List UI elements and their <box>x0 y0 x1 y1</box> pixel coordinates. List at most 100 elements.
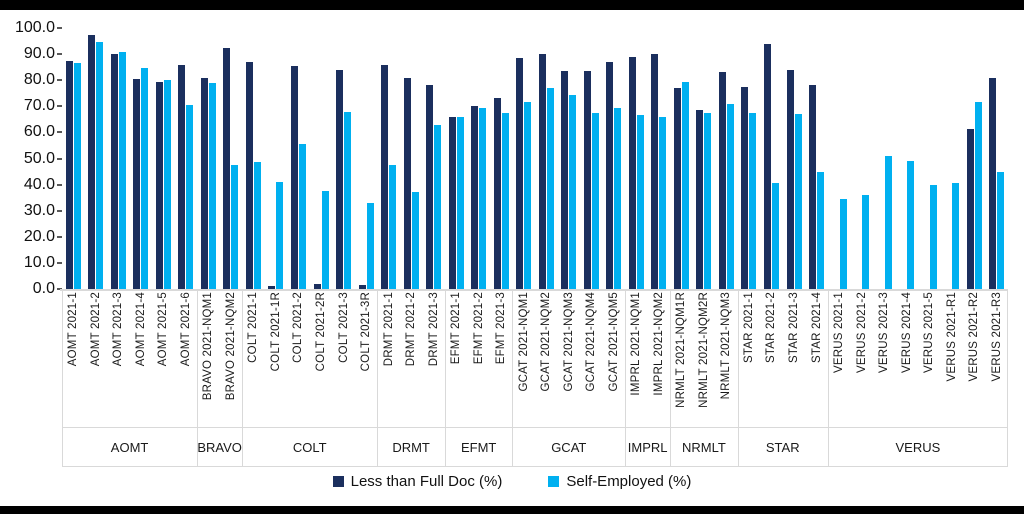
y-tick-mark <box>57 79 62 82</box>
bar-self-employed <box>772 183 779 289</box>
y-tick-label: 70.0 <box>23 97 55 115</box>
category-label: AOMT 2021-3 <box>112 292 125 367</box>
category-label-cell: GCAT 2021-NQM4 <box>580 292 603 424</box>
category-label: COLT 2021-1R <box>269 292 282 372</box>
bar-less-than-full-doc <box>155 81 163 289</box>
group-label-imprl: IMPRL <box>627 440 668 455</box>
group-separator-line <box>242 290 244 467</box>
bar-self-employed <box>479 107 487 289</box>
axis-divider-line <box>62 427 1008 428</box>
bar-self-employed <box>659 116 667 289</box>
category-label-cell: COLT 2021-1R <box>265 292 288 424</box>
plot-area <box>62 22 1008 289</box>
bar-less-than-full-doc <box>764 43 771 289</box>
bar-self-employed <box>704 112 712 289</box>
group-label-drmt: DRMT <box>392 440 430 455</box>
category-label-cell: STAR 2021-3 <box>783 292 806 424</box>
bar-less-than-full-doc <box>178 64 186 289</box>
bar-self-employed <box>997 171 1005 289</box>
bar-self-employed <box>884 155 892 289</box>
bar-self-employed <box>546 88 554 289</box>
category-label: VERUS 2021-4 <box>900 292 913 374</box>
category-label-cell: COLT 2021-1 <box>242 292 265 424</box>
bar-self-employed <box>907 161 915 289</box>
group-label-aomt: AOMT <box>110 440 149 455</box>
category-label: COLT 2021-3 <box>337 292 350 363</box>
bar-self-employed <box>681 81 689 289</box>
legend-swatch-icon <box>332 476 344 487</box>
category-label: EFMT 2021-2 <box>472 292 485 365</box>
group-label-gcat: GCAT <box>551 440 587 455</box>
bar-self-employed <box>524 102 532 289</box>
category-label-cell: VERUS 2021-4 <box>895 292 918 424</box>
bar-self-employed <box>96 42 104 289</box>
axis-divider-line <box>62 466 1008 467</box>
bar-less-than-full-doc <box>313 283 321 289</box>
bar-less-than-full-doc <box>628 56 636 289</box>
bar-less-than-full-doc <box>651 54 659 289</box>
category-label-cell: AOMT 2021-1 <box>62 292 85 424</box>
category-label: COLT 2021-3R <box>360 292 373 372</box>
y-tick-label: 100.0 <box>14 19 55 36</box>
bar-less-than-full-doc <box>673 88 681 289</box>
group-separator-line <box>512 290 514 467</box>
group-label-colt: COLT <box>292 440 327 455</box>
category-label: STAR 2021-2 <box>765 292 778 364</box>
category-label-cell: EFMT 2021-3 <box>490 292 513 424</box>
bar-less-than-full-doc <box>245 61 253 289</box>
y-tick-label: 0.0 <box>32 280 55 297</box>
category-label-cell: STAR 2021-2 <box>760 292 783 424</box>
bar-less-than-full-doc <box>583 71 591 289</box>
bar-self-employed <box>456 116 464 289</box>
bar-less-than-full-doc <box>336 69 344 289</box>
bar-self-employed <box>794 114 802 289</box>
category-label: VERUS 2021-5 <box>923 292 936 374</box>
bar-less-than-full-doc <box>291 65 298 289</box>
bar-less-than-full-doc <box>809 85 817 289</box>
category-label: IMPRL 2021-NQM2 <box>652 292 665 396</box>
category-label-cell: DRMT 2021-1 <box>377 292 400 424</box>
category-label: AOMT 2021-6 <box>179 292 192 367</box>
bar-self-employed <box>253 162 261 289</box>
category-label-cell: VERUS 2021-R1 <box>940 292 963 424</box>
bar-self-employed <box>141 68 149 289</box>
group-separator-line <box>670 290 672 467</box>
group-separator-line <box>197 290 199 467</box>
group-separator-line <box>377 290 379 467</box>
legend-item: Self-Employed (%) <box>548 473 691 490</box>
bar-less-than-full-doc <box>381 64 389 289</box>
y-tick-label: 80.0 <box>23 71 55 89</box>
bar-self-employed <box>952 183 960 289</box>
category-label-cell: GCAT 2021-NQM2 <box>535 292 558 424</box>
category-label: IMPRL 2021-NQM1 <box>630 292 643 396</box>
category-label: COLT 2021-2R <box>315 292 327 372</box>
bar-self-employed <box>411 192 419 289</box>
legend-label: Less than Full Doc (%) <box>350 473 503 490</box>
legend: Less than Full Doc (%) Self-Employed (%) <box>0 473 1024 490</box>
category-label: BRAVO 2021-NQM1 <box>202 292 215 401</box>
bar-self-employed <box>636 115 644 289</box>
category-label-cell: BRAVO 2021-NQM2 <box>220 292 243 424</box>
bar-less-than-full-doc <box>268 286 276 289</box>
group-separator-line <box>625 290 627 467</box>
category-label: EFMT 2021-1 <box>450 292 463 365</box>
category-label: COLT 2021-2 <box>292 292 305 363</box>
group-label-bravo: BRAVO <box>197 440 242 455</box>
category-label: NRMLT 2021-NQM3 <box>720 292 733 400</box>
category-label-cell: DRMT 2021-2 <box>400 292 423 424</box>
category-label-cell: GCAT 2021-NQM3 <box>558 292 581 424</box>
bar-self-employed <box>299 144 306 289</box>
category-label-cell: GCAT 2021-NQM1 <box>512 292 535 424</box>
bar-self-employed <box>163 80 171 289</box>
bar-self-employed <box>862 195 870 289</box>
bar-less-than-full-doc <box>403 77 411 289</box>
category-label: GCAT 2021-NQM5 <box>607 292 620 392</box>
category-label-cell: STAR 2021-1 <box>738 292 761 424</box>
y-tick-mark <box>57 53 62 56</box>
x-axis-line <box>60 289 1008 291</box>
bar-self-employed <box>974 102 982 289</box>
group-separator-line <box>827 290 829 467</box>
category-label: DRMT 2021-3 <box>427 292 440 367</box>
category-label-cell: EFMT 2021-1 <box>445 292 468 424</box>
category-label: STAR 2021-4 <box>810 292 823 364</box>
